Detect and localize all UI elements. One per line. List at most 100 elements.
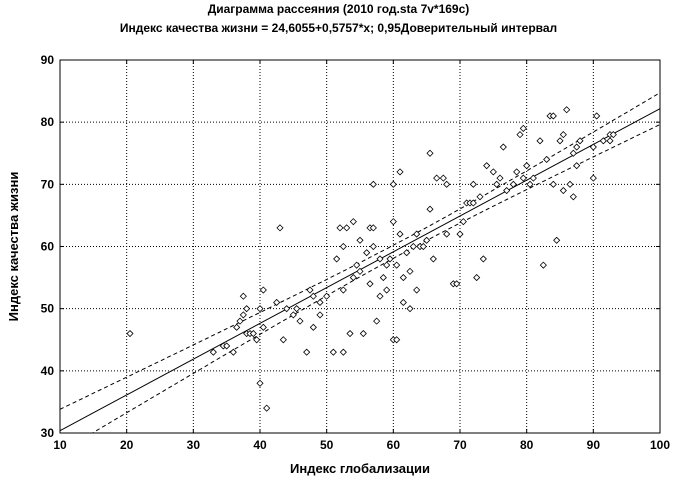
scatter-point	[369, 180, 377, 188]
scatter-point	[316, 311, 324, 319]
y-tick-label: 70	[41, 177, 55, 191]
scatter-point	[363, 249, 371, 257]
scatter-point	[259, 286, 267, 294]
scatter-point	[339, 286, 347, 294]
scatter-point	[556, 137, 564, 145]
scatter-point	[333, 255, 341, 263]
scatter-point	[356, 267, 364, 275]
x-tick-label: 70	[453, 438, 467, 452]
x-tick-label: 20	[120, 438, 134, 452]
scatter-point	[569, 149, 577, 157]
scatter-point	[519, 174, 527, 182]
scatter-point	[429, 255, 437, 263]
scatter-point	[323, 292, 331, 300]
tick-labels: 10 20 30 40 50 60 70 80 90 100 30 40 50 60 70 80 90	[41, 53, 671, 452]
scatter-point	[339, 348, 347, 356]
scatter-point	[573, 143, 581, 151]
scatter-point	[439, 174, 447, 182]
scatter-point	[513, 168, 521, 176]
scatter-point	[419, 242, 427, 251]
scatter-point	[536, 137, 544, 145]
scatter-point	[349, 274, 357, 282]
scatter-point	[453, 280, 461, 288]
scatter-point	[373, 317, 381, 325]
scatter-point	[599, 137, 607, 145]
scatter-point	[539, 261, 547, 269]
scatter-point	[256, 379, 264, 387]
scatter-point	[283, 305, 291, 313]
scatter-point	[389, 218, 397, 226]
scatter-point	[253, 336, 261, 344]
scatter-point	[433, 174, 441, 182]
scatter-point	[209, 348, 217, 356]
scatter-point	[566, 180, 574, 188]
scatter-point	[509, 180, 517, 188]
x-axis-label: Индекс глобализации	[290, 461, 430, 476]
x-tick-label: 90	[587, 438, 601, 452]
grid	[60, 60, 660, 433]
x-tick-label: 80	[520, 438, 534, 452]
confidence-band	[60, 92, 660, 433]
scatter-point	[523, 162, 531, 170]
scatter-point	[273, 298, 281, 307]
scatter-point	[593, 112, 601, 120]
scatter-point	[609, 131, 617, 139]
scatter-point	[389, 180, 397, 188]
scatter-point	[376, 255, 384, 263]
chart-title: Диаграмма рассеяния (2010 год.sta 7v*169…	[207, 2, 470, 16]
scatter-point	[469, 199, 477, 207]
scatter-point	[386, 255, 394, 263]
scatter-point	[349, 218, 357, 226]
scatter-point	[309, 292, 317, 300]
scatter-point	[223, 342, 231, 350]
scatter-point	[559, 131, 567, 139]
scatter-point	[423, 236, 431, 244]
scatter-point	[383, 261, 391, 269]
scatter-point	[369, 242, 377, 251]
scatter-point	[346, 329, 354, 338]
scatter-point	[476, 193, 484, 201]
scatter-point	[399, 298, 407, 307]
scatter-point	[249, 329, 257, 338]
scatter-point	[383, 286, 391, 294]
chart-subtitle: Индекс качества жизни = 24,6055+0,5757*x…	[119, 21, 558, 35]
scatter-point	[499, 143, 507, 151]
scatter-point	[403, 249, 411, 257]
scatter-point	[369, 224, 377, 232]
scatter-point	[589, 174, 597, 182]
scatter-point	[426, 149, 434, 157]
scatter-point	[606, 137, 614, 145]
scatter-point	[553, 236, 561, 244]
scatter-point	[293, 305, 301, 313]
scatter-point	[259, 323, 267, 331]
y-axis-label: Индекс качества жизни	[6, 172, 21, 322]
scatter-point	[426, 205, 434, 213]
x-tick-label: 60	[387, 438, 401, 452]
scatter-point	[496, 174, 504, 182]
scatter-point	[393, 261, 401, 269]
confidence-lower-line	[91, 124, 660, 433]
scatter-point	[243, 305, 251, 313]
scatter-point	[303, 348, 311, 356]
scatter-point	[289, 311, 297, 319]
scatter-point	[549, 180, 557, 188]
y-tick-label: 30	[41, 426, 55, 440]
scatter-point	[519, 124, 527, 132]
scatter-point	[366, 280, 374, 288]
x-tick-label: 50	[320, 438, 334, 452]
scatter-point	[396, 230, 404, 238]
scatter-point	[336, 224, 344, 232]
scatter-point	[393, 336, 401, 344]
scatter-point	[126, 329, 134, 338]
scatter-point	[306, 286, 314, 294]
scatter-point	[239, 292, 247, 300]
scatter-point	[396, 168, 404, 176]
scatter-point	[309, 323, 317, 331]
scatter-point	[526, 180, 534, 188]
scatter-point	[329, 348, 337, 356]
scatter-point	[456, 230, 464, 238]
y-tick-label: 60	[41, 240, 55, 254]
x-tick-label: 10	[53, 438, 67, 452]
